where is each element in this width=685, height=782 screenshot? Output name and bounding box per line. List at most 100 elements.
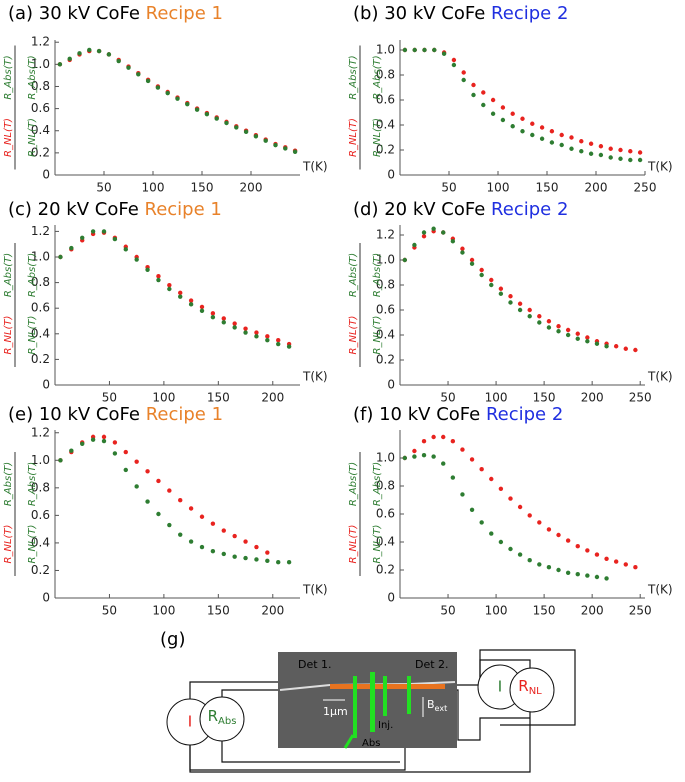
data-point [441,230,446,235]
x-tick-label: 150 [536,181,559,195]
data-point [575,331,580,336]
meter [509,667,555,713]
data-point [156,511,161,517]
data-point [273,142,278,148]
inj-label: Inj. [378,720,393,731]
data-point [254,334,259,339]
data-point [67,56,72,62]
data-point [199,308,205,313]
data-point [556,324,561,329]
data-point [508,294,513,299]
y-label-part: R_NL(T) [348,316,359,355]
data-point [461,70,466,75]
data-point [608,146,613,151]
data-point [185,101,190,107]
meter-symbol: R [208,707,218,725]
data-point [471,82,476,88]
meter-subscript: Abs [218,716,236,727]
data-point [579,149,584,154]
data-point [116,58,121,64]
data-point [556,567,561,573]
data-point [178,294,183,299]
data-point [527,314,532,319]
data-point [481,102,486,108]
y-tick-label: 0.4 [31,326,50,340]
data-point [637,150,643,155]
chart: (e) 10 kV CoFe Recipe 1 0 0.2 0.4 0.6 0.8 1.0 1… [3,404,328,618]
data-point [431,454,436,459]
data-point [489,531,494,536]
data-point [243,129,249,135]
wire [189,708,531,773]
data-point [167,522,172,528]
y-axis-label: R_NL(T) R_Abs(T) R_NL(T) R_Abs(T) [348,45,383,170]
data-point [106,52,112,57]
data-point [633,565,638,570]
x-tick-label: 100 [487,181,510,195]
title-highlight: Recipe 1 [146,404,223,425]
data-point [58,458,63,463]
y-tick-label: 0.2 [376,353,395,367]
data-point [594,552,600,557]
y-tick-label: 0.4 [31,123,50,137]
x-tick-label: 200 [261,604,284,618]
abs-label: Abs [362,738,380,749]
title-highlight: Recipe 1 [145,199,222,220]
data-point [263,138,268,143]
field-symbol: B [427,698,435,711]
meter-label: RAbs [208,707,237,728]
data-point [178,532,183,537]
data-point [221,528,226,533]
data-point [489,277,494,283]
x-tick-label: 250 [629,391,652,405]
wire [189,681,290,700]
y-tick-label: 1.2 [31,224,50,238]
y-tick-label: 1.0 [31,57,50,71]
data-point [498,539,504,545]
chart: (c) 20 kV CoFe Recipe 1 0 0.2 0.4 0.6 0.8 1.0 1… [3,199,328,405]
title-highlight: Recipe 1 [146,3,223,24]
data-point [210,548,216,554]
channel [330,684,445,689]
data-point [565,570,571,575]
data-point [243,326,248,331]
data-point [460,246,465,251]
data-point [500,117,506,123]
x-tick-label: 50 [96,181,111,195]
data-point [549,140,555,145]
data-point [508,300,513,305]
data-point [194,107,200,112]
data-point [517,504,523,510]
data-point [490,97,496,103]
data-point [469,457,475,462]
y-tick-label: 1.0 [31,250,50,264]
data-point [527,513,532,518]
x-axis-label: T(K) [647,160,673,174]
data-point [422,47,427,53]
y-tick-label: 0.8 [31,480,50,494]
data-point [145,78,151,84]
y-tick-label: 0.8 [376,479,395,493]
data-point [588,141,594,146]
data-point [276,559,281,565]
data-point [556,329,561,334]
y-label-part: R_NL(T) [348,118,359,157]
data-point [112,440,118,445]
chart-title: (a) 30 kV CoFe Recipe 1 [8,3,223,24]
chart: (f) 10 kV CoFe Recipe 2 0 0.2 0.4 0.6 0.8 1.0 5… [348,404,673,618]
y-label-part: R_NL(T) [27,316,38,355]
y-label-part: R_NL(T) [3,118,14,157]
y-tick-label: 0.8 [31,79,50,93]
data-point [537,320,542,325]
chart-title: (e) 10 kV CoFe Recipe 1 [8,404,223,425]
x-axis-label: T(K) [302,160,328,174]
data-point [479,520,484,525]
data-point [508,496,513,501]
data-point [431,434,436,440]
data-point [165,90,170,96]
y-tick-label: 0.4 [376,535,395,549]
y-label-part: R_Abs(T) [348,253,359,297]
data-point [431,226,436,231]
data-point [412,454,417,459]
wire-abs [353,676,357,738]
